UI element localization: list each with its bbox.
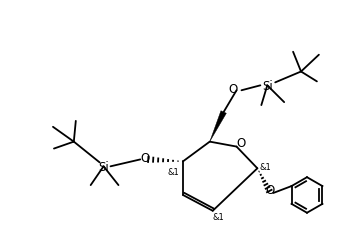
Polygon shape xyxy=(210,111,226,142)
Text: O: O xyxy=(237,137,246,149)
Text: O: O xyxy=(141,151,150,164)
Text: &1: &1 xyxy=(260,162,271,171)
Text: O: O xyxy=(266,183,275,196)
Text: &1: &1 xyxy=(167,167,179,176)
Text: O: O xyxy=(228,82,237,95)
Text: Si: Si xyxy=(98,160,109,173)
Text: &1: &1 xyxy=(213,212,225,221)
Text: Si: Si xyxy=(262,79,273,92)
